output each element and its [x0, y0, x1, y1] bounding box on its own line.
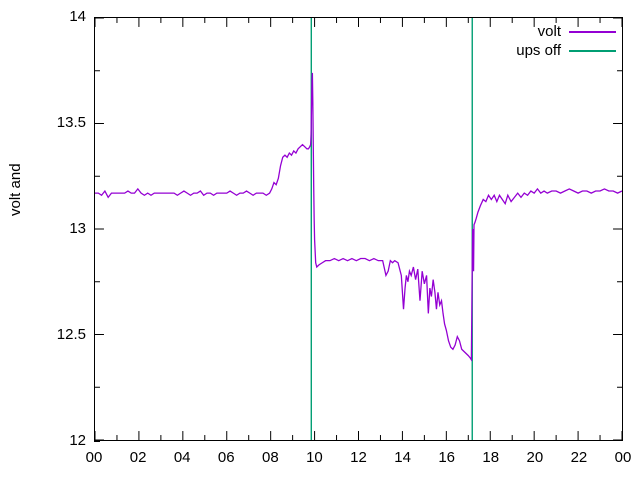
legend: volt ups off [465, 18, 622, 65]
x-tick-label: 14 [394, 449, 411, 466]
y-tick-mark [94, 441, 100, 442]
x-tick-label: 10 [306, 449, 323, 466]
plot-area [94, 17, 623, 441]
x-tick-label: 04 [173, 449, 191, 466]
x-tick-label: 00 [85, 449, 103, 466]
x-tick-label: 18 [482, 449, 500, 466]
legend-entry-volt: volt [471, 22, 616, 41]
x-tick-label: 20 [526, 449, 544, 466]
y-tick-label: 13 [69, 220, 86, 237]
volt-data-line [95, 72, 622, 363]
legend-swatch-volt [569, 30, 616, 33]
y-tick-label: 12 [69, 432, 86, 449]
y-tick-label: 12.5 [56, 326, 86, 343]
legend-label-ups-off: ups off [516, 42, 561, 59]
plot-canvas [95, 18, 622, 440]
legend-entry-ups-off: ups off [471, 41, 616, 60]
legend-swatch-ups-off [569, 49, 616, 52]
legend-label-volt: volt [537, 23, 561, 40]
x-tick-label: 12 [350, 449, 367, 466]
y-tick-label: 14 [69, 8, 86, 25]
x-tick-label: 22 [570, 449, 588, 466]
y-tick-label: 13.5 [56, 114, 86, 131]
y-axis-label: volt and [7, 163, 24, 216]
x-tick-label: 16 [438, 449, 455, 466]
x-tick-label: 06 [217, 449, 235, 466]
x-tick-label: 02 [129, 449, 147, 466]
x-tick-label: 08 [261, 449, 279, 466]
x-tick-label: 00 [614, 449, 632, 466]
